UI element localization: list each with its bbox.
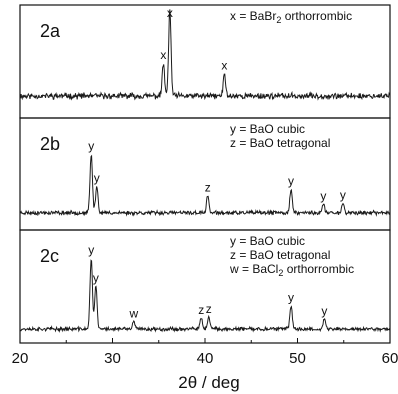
- peak-label: x: [160, 48, 166, 62]
- x-tick-label: 60: [382, 350, 398, 367]
- peak-label: y: [94, 171, 100, 185]
- peak-label: z: [198, 303, 204, 317]
- panel-2a: x x x 2a x = BaBr2 orthorrombic: [19, 4, 391, 119]
- xrd-trace: [19, 259, 391, 333]
- peak-label: y: [321, 304, 327, 318]
- peak-label: y: [88, 139, 94, 153]
- peak-label: z: [205, 181, 211, 195]
- x-tick-label: 40: [197, 350, 214, 367]
- peak-label: w: [128, 306, 138, 320]
- legend-entry: y = BaO cubic: [230, 234, 305, 248]
- legend-entry: w = BaCl2 orthorrombic: [229, 262, 354, 278]
- panel-label: 2c: [40, 246, 59, 266]
- peak-label: y: [93, 271, 99, 285]
- x-tick-label: 20: [12, 350, 29, 367]
- legend-entry: z = BaO tetragonal: [230, 136, 330, 150]
- xrd-trace: [19, 154, 391, 217]
- x-axis-label: 2θ / deg: [178, 373, 239, 392]
- peak-label: x: [221, 59, 227, 73]
- x-tick-label: 30: [104, 350, 121, 367]
- peak-label: y: [288, 290, 294, 304]
- panel-frame: [19, 229, 391, 344]
- x-axis: 20 30 40 50 60: [12, 338, 398, 367]
- panel-label: 2b: [40, 134, 60, 154]
- peak-label: y: [320, 189, 326, 203]
- panel-label: 2a: [40, 21, 61, 41]
- xrd-trace: [19, 9, 391, 101]
- x-tick-label: 50: [289, 350, 306, 367]
- peak-label: x: [167, 6, 173, 20]
- peak-label: y: [88, 243, 94, 257]
- legend-entry: y = BaO cubic: [230, 122, 305, 136]
- peak-label: y: [340, 188, 346, 202]
- legend-entry: z = BaO tetragonal: [230, 248, 330, 262]
- peak-label: y: [288, 174, 294, 188]
- peak-label: z: [206, 302, 212, 316]
- legend-entry: x = BaBr2 orthorrombic: [230, 9, 352, 25]
